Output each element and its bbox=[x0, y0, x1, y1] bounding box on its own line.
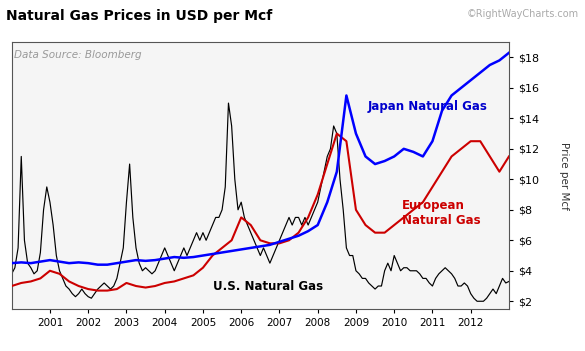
Text: European
Natural Gas: European Natural Gas bbox=[402, 199, 480, 227]
Text: U.S. Natural Gas: U.S. Natural Gas bbox=[213, 279, 323, 292]
Text: Japan Natural Gas: Japan Natural Gas bbox=[367, 100, 487, 113]
Text: Data Source: Bloomberg: Data Source: Bloomberg bbox=[14, 50, 142, 60]
Text: Natural Gas Prices in USD per Mcf: Natural Gas Prices in USD per Mcf bbox=[6, 9, 272, 23]
Text: ©RightWayCharts.com: ©RightWayCharts.com bbox=[467, 9, 579, 19]
Y-axis label: Price per Mcf: Price per Mcf bbox=[559, 141, 569, 210]
